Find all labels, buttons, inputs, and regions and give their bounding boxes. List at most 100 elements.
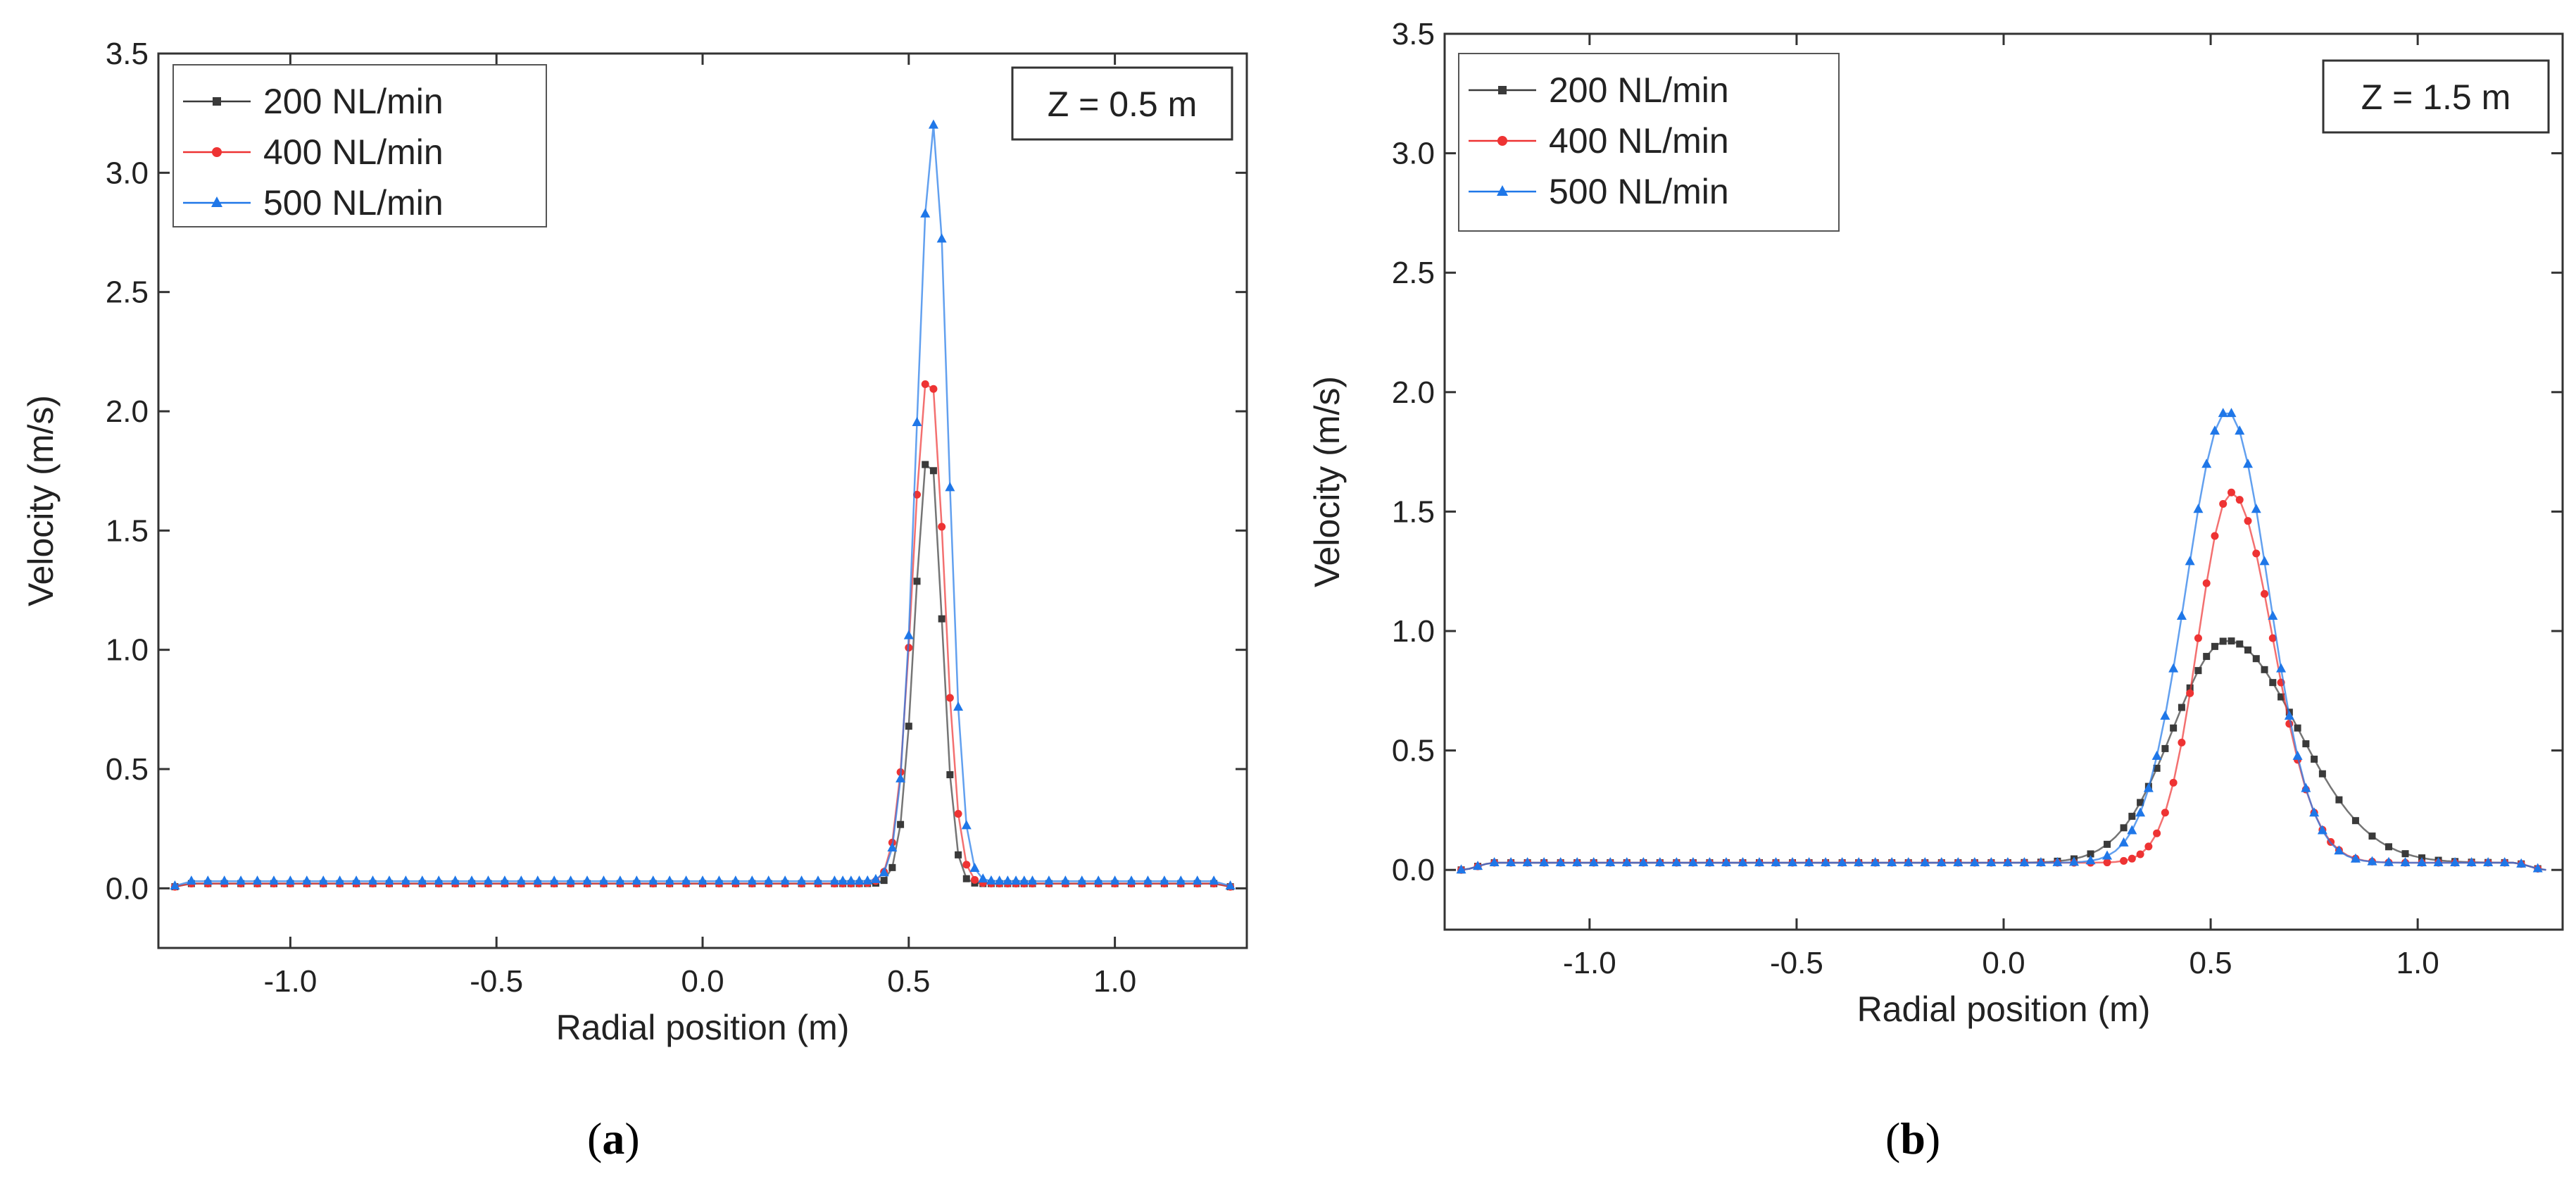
data-point <box>897 820 905 828</box>
data-point <box>2401 850 2409 858</box>
data-point <box>2144 842 2153 851</box>
series-200-nl-min <box>171 461 1234 891</box>
data-point <box>921 380 929 389</box>
data-point <box>1621 857 1632 867</box>
data-point <box>499 875 510 885</box>
data-point <box>912 417 922 427</box>
legend-marker <box>1498 86 1507 94</box>
data-point <box>2178 704 2185 711</box>
data-point <box>946 771 954 779</box>
data-point <box>2211 532 2219 540</box>
data-point <box>2219 499 2228 508</box>
x-tick-label: 0.0 <box>681 964 724 999</box>
y-axis-label: Velocity (m/s) <box>1307 376 1347 587</box>
y-tick-label: 0.5 <box>1392 734 1435 768</box>
data-point <box>2235 425 2245 435</box>
y-axis-label: Velocity (m/s) <box>21 395 61 606</box>
y-tick-label: 2.5 <box>106 275 149 310</box>
data-point <box>862 875 873 885</box>
annotation-label: Z = 1.5 m <box>2361 77 2511 117</box>
data-point <box>2516 858 2527 868</box>
series-500-nl-min <box>170 119 1236 890</box>
data-point <box>796 875 807 885</box>
data-point <box>1903 857 1914 867</box>
data-point <box>2367 856 2377 866</box>
legend-marker <box>1497 136 1507 146</box>
data-point <box>1788 857 1798 867</box>
data-point <box>1837 857 1847 867</box>
data-point <box>598 875 609 885</box>
data-point <box>2151 750 2162 760</box>
y-tick-label: 1.0 <box>1392 614 1435 649</box>
data-point <box>2277 693 2285 701</box>
legend-label: 200 NL/min <box>263 82 444 121</box>
data-point <box>2193 504 2204 513</box>
data-point <box>969 863 980 873</box>
data-point <box>2219 637 2227 645</box>
data-point <box>467 875 477 885</box>
data-point <box>1870 857 1880 867</box>
data-point <box>971 875 979 884</box>
legend-marker <box>211 196 222 207</box>
data-point <box>870 873 881 883</box>
data-point <box>2202 579 2211 587</box>
data-point <box>2226 408 2237 418</box>
data-point <box>888 863 896 871</box>
y-tick-label: 0.0 <box>1392 853 1435 887</box>
data-point <box>2218 408 2228 418</box>
data-point <box>880 877 888 885</box>
series-line <box>175 463 1231 888</box>
x-tick-label: 0.5 <box>2189 946 2232 980</box>
data-point <box>854 875 865 885</box>
y-tick-label: 3.0 <box>1392 137 1435 171</box>
y-tick-label: 3.5 <box>1392 17 1435 51</box>
data-point <box>401 875 411 885</box>
annotation-box <box>1011 66 1233 141</box>
data-point <box>2143 782 2154 792</box>
data-point <box>936 233 947 243</box>
data-point <box>2252 549 2261 558</box>
data-point <box>2276 663 2287 673</box>
data-point <box>2532 863 2543 873</box>
y-tick-label: 2.5 <box>1392 256 1435 290</box>
series-line <box>1461 412 2546 871</box>
data-point <box>582 875 593 885</box>
data-point <box>978 873 988 883</box>
data-point <box>2292 750 2303 760</box>
data-point <box>2169 778 2178 787</box>
data-point <box>483 875 494 885</box>
data-point <box>268 875 279 885</box>
data-point <box>2268 610 2278 620</box>
data-point <box>1688 857 1698 867</box>
data-point <box>2203 653 2211 661</box>
data-point <box>1506 857 1516 867</box>
data-point <box>252 875 263 885</box>
data-point <box>2104 840 2111 848</box>
data-point <box>1027 875 1038 885</box>
data-point <box>367 875 378 885</box>
data-point <box>2085 855 2096 865</box>
y-tick-label: 0.5 <box>106 752 149 787</box>
data-point <box>285 875 296 885</box>
data-point <box>1771 857 1781 867</box>
data-point <box>2334 845 2344 855</box>
data-point <box>962 875 970 882</box>
x-tick-label: -0.5 <box>1770 946 1823 980</box>
series-line <box>1461 491 2546 871</box>
data-point <box>1638 857 1649 867</box>
data-point <box>1721 857 1731 867</box>
data-point <box>954 810 962 818</box>
x-tick-label: 0.0 <box>1982 946 2025 980</box>
data-point <box>2102 850 2113 860</box>
data-point <box>1936 857 1947 867</box>
data-point <box>2450 857 2461 867</box>
data-point <box>1754 857 1764 867</box>
legend-marker <box>1497 185 1508 196</box>
legend-label: 500 NL/min <box>1549 172 1729 211</box>
annotation-box <box>2322 59 2550 134</box>
data-point <box>2160 710 2170 720</box>
data-point <box>1076 875 1087 885</box>
data-point <box>2136 850 2144 859</box>
x-axis-label: Radial position (m) <box>1857 990 2151 1029</box>
data-point <box>922 461 929 468</box>
